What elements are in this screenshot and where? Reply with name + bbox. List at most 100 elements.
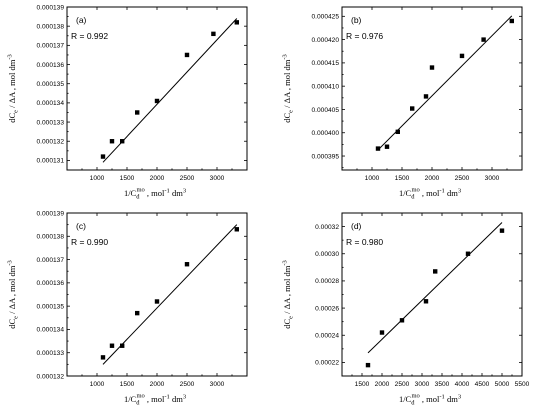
data-point: [109, 139, 115, 144]
y-tick-label: 0.00030: [315, 251, 339, 258]
x-tick-label: 2500: [180, 381, 195, 388]
y-tick-label: 0.000138: [36, 234, 64, 241]
data-point: [135, 110, 140, 115]
data-point: [184, 262, 190, 267]
y-tick-label: 0.000132: [36, 139, 64, 146]
x-tick-label: 1500: [355, 381, 370, 388]
x-tick-label: 4500: [475, 381, 490, 388]
data-point: [120, 139, 125, 144]
correlation-annotation: R = 0.976: [346, 31, 383, 41]
data-point: [234, 227, 239, 232]
x-tick-label: 3000: [485, 175, 500, 182]
x-tick-label: 3500: [435, 381, 450, 388]
x-tick-label: 1500: [120, 381, 135, 388]
data-point: [135, 310, 140, 316]
y-axis-title: dCe / ΔA , mol dm-3: [282, 260, 295, 329]
y-tick-label: 0.000132: [36, 373, 64, 380]
data-point: [481, 37, 486, 42]
y-tick-label: 0.000134: [36, 100, 64, 107]
y-tick-label: 0.000137: [36, 257, 64, 264]
data-point: [211, 31, 216, 37]
panel-label: (c): [76, 221, 86, 231]
y-tick-label: 0.000136: [36, 62, 64, 69]
y-tick-label: 0.000410: [311, 83, 339, 90]
data-point: [399, 318, 405, 323]
x-tick-label: 2500: [455, 175, 470, 182]
data-point: [423, 94, 429, 99]
data-point: [100, 154, 106, 159]
data-point: [423, 299, 429, 304]
x-tick-label: 1000: [365, 175, 380, 182]
x-tick-label: 1000: [90, 175, 105, 182]
y-axis-title: dCe / ΔA , mol dm-3: [7, 54, 20, 123]
panel-label: (b): [351, 15, 362, 25]
data-point: [154, 98, 160, 104]
panel-label: (d): [351, 221, 362, 231]
y-tick-label: 0.000134: [36, 327, 64, 334]
y-tick-label: 0.000131: [36, 158, 64, 165]
x-tick-label: 2000: [150, 175, 165, 182]
correlation-annotation: R = 0.992: [71, 31, 108, 41]
regression-line: [102, 18, 238, 163]
chart-panel-a: 1000 1500 2000 2500 3000 0.000131 0.000132 0.00…: [7, 4, 248, 201]
y-tick-label: 0.000139: [36, 4, 64, 11]
data-point: [459, 53, 465, 59]
y-tick-label: 0.00028: [315, 278, 339, 285]
y-tick-label: 0.00026: [315, 305, 339, 312]
data-point: [384, 144, 390, 149]
data-point: [429, 65, 435, 70]
x-tick-label: 5000: [495, 381, 510, 388]
y-tick-label: 0.000136: [36, 280, 64, 287]
data-point: [154, 299, 160, 304]
y-tick-label: 0.000405: [311, 107, 339, 114]
x-tick-label: 2500: [180, 175, 195, 182]
data-point: [234, 20, 239, 25]
y-tick-label: 0.000135: [36, 81, 64, 88]
y-tick-label: 0.00032: [315, 224, 339, 231]
data-point: [109, 343, 115, 348]
chart-panel-b: 1000 1500 2000 2500 3000 0.000395 0.000400 0.00…: [282, 6, 523, 201]
panel-label: (a): [76, 15, 87, 25]
x-tick-label: 2000: [375, 381, 390, 388]
y-tick-label: 0.000425: [311, 14, 339, 21]
data-point: [365, 362, 371, 368]
correlation-annotation: R = 0.980: [346, 237, 383, 247]
x-tick-label: 2000: [425, 175, 440, 182]
x-tick-label: 1000: [90, 381, 105, 388]
chart-panel-d: 1500 2000 2500 3000 3500 4000 4500 5000 5500 0.00…: [282, 212, 530, 407]
data-point: [184, 52, 190, 58]
x-tick-label: 4000: [455, 381, 470, 388]
data-point: [120, 343, 125, 348]
x-tick-label: 1500: [395, 175, 410, 182]
x-axis-title: 1/Cdmo , mol-1 dm3: [124, 187, 186, 201]
regression-line: [102, 224, 238, 365]
y-axis-title: dCe / ΔA , mol dm-3: [282, 54, 295, 123]
regression-line: [377, 15, 513, 151]
x-tick-label: 5500: [515, 381, 530, 388]
data-point: [499, 228, 505, 233]
x-tick-label: 1500: [120, 175, 135, 182]
regression-line: [367, 222, 503, 354]
y-tick-label: 0.000133: [36, 350, 64, 357]
correlation-annotation: R = 0.990: [71, 237, 108, 247]
y-tick-label: 0.000133: [36, 119, 64, 126]
x-tick-label: 3000: [210, 175, 225, 182]
y-tick-label: 0.000139: [36, 210, 64, 217]
data-point: [433, 269, 438, 274]
y-axis-title: dCe / ΔA , mol dm-3: [7, 260, 20, 329]
x-tick-label: 3000: [415, 381, 430, 388]
x-tick-label: 3000: [210, 381, 225, 388]
data-point: [100, 355, 106, 360]
data-point: [465, 251, 471, 256]
x-axis-title: 1/Cdmo , mol-1 dm3: [399, 393, 461, 407]
y-tick-label: 0.00022: [315, 360, 339, 367]
data-point: [410, 106, 415, 111]
data-point: [395, 129, 400, 135]
x-tick-label: 2000: [150, 381, 165, 388]
y-tick-label: 0.000138: [36, 23, 64, 30]
data-point: [379, 330, 385, 335]
y-tick-label: 0.000415: [311, 60, 339, 67]
data-point: [375, 146, 381, 151]
chart-panel-c: 1000 1500 2000 2500 3000 0.000132 0.000133 0.00…: [7, 210, 248, 407]
